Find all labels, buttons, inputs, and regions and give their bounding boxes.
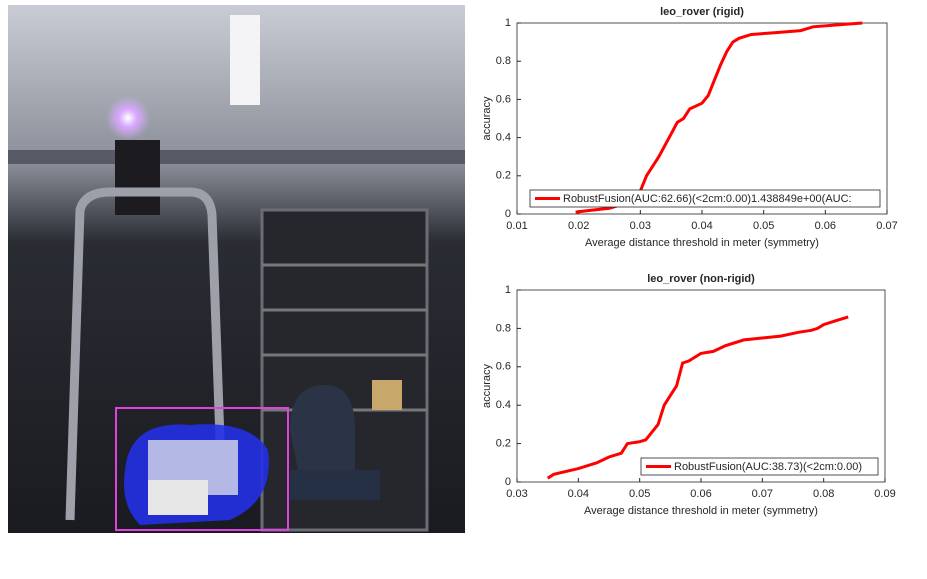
y-tick-label: 0.4 <box>496 399 511 411</box>
chart-title: leo_rover (rigid) <box>660 6 744 18</box>
x-tick-label: 0.04 <box>568 488 589 500</box>
x-axis-label: Average distance threshold in meter (sym… <box>584 505 818 517</box>
plot-area <box>516 289 886 483</box>
x-tick-label: 0.05 <box>629 488 650 500</box>
y-tick-label: 1 <box>505 284 511 296</box>
x-tick-label: 0.06 <box>690 488 711 500</box>
chart: 0.03 0.04 0.05 0.06 0.07 0.08 0.09 0 0.2 0.4 0.6 0.… <box>481 273 896 517</box>
x-tick-label: 0.07 <box>752 488 773 500</box>
legend-box <box>529 189 881 208</box>
chart-title: leo_rover (non-rigid) <box>647 273 755 285</box>
plot-area <box>516 22 888 215</box>
y-axis-label: accuracy <box>481 96 493 141</box>
data-line <box>546 315 849 480</box>
x-tick-label: 0.08 <box>813 488 834 500</box>
y-tick-label: 0.8 <box>496 55 511 67</box>
charts: 0.01 0.02 0.03 0.04 0.05 0.06 0.0700.20.40.60.… <box>481 6 898 517</box>
y-tick-label: 0.2 <box>496 170 511 182</box>
x-tick-label: 0.05 <box>753 220 774 232</box>
x-tick-label: 0.03 <box>506 488 527 500</box>
y-tick-label: 0.2 <box>496 438 511 450</box>
photo <box>8 5 465 533</box>
x-tick-label: 0.04 <box>691 220 712 232</box>
x-tick-label: 0.07 <box>876 220 897 232</box>
y-tick-label: 0.8 <box>496 322 511 334</box>
legend-label: RobustFusion(AUC:62.66)(<2cm:0.00)1.4388… <box>563 193 852 205</box>
y-axis-label: accuracy <box>481 363 493 408</box>
x-axis-label: Average distance threshold in meter (sym… <box>585 237 819 249</box>
x-tick-label: 0.09 <box>874 488 895 500</box>
x-tick-label: 0.03 <box>630 220 651 232</box>
x-tick-label: 0.02 <box>568 220 589 232</box>
legend-box <box>640 457 879 476</box>
y-tick-label: 1 <box>505 17 511 29</box>
y-tick-label: 0.4 <box>496 132 511 144</box>
x-tick-label: 0.06 <box>815 220 836 232</box>
y-tick-label: 0 <box>505 476 511 488</box>
x-tick-label: 0.01 <box>506 220 527 232</box>
legend-label: RobustFusion(AUC:38.73)(<2cm:0.00) <box>674 461 862 473</box>
y-tick-label: 0 <box>505 208 511 220</box>
y-tick-label: 0.6 <box>496 93 511 105</box>
y-tick-label: 0.6 <box>496 361 511 373</box>
chart: 0.01 0.02 0.03 0.04 0.05 0.06 0.07 0 0.2 0.4 0.6 0.… <box>481 6 898 249</box>
